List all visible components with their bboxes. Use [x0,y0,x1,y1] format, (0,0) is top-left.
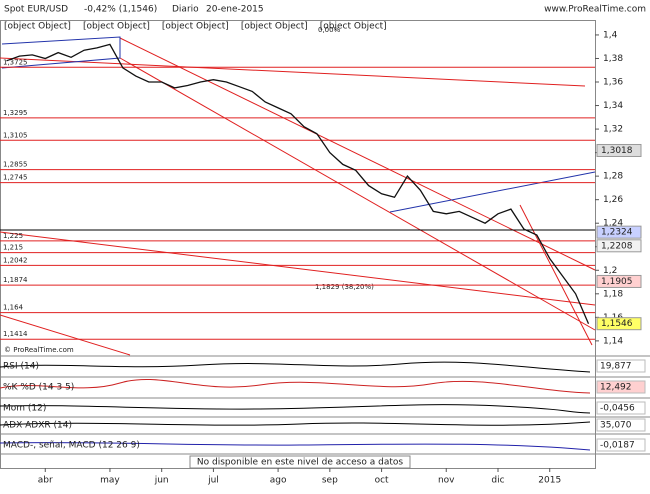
level-label: 1,1874 [3,276,28,284]
y-tick-label: 1,24 [603,219,623,229]
price-tag [596,143,642,157]
indicator-value: -0,0187 [600,441,635,451]
x-tick-label: abr [38,476,53,486]
legend-entry: [object Object] [320,22,387,32]
level-label: 1,2745 [3,174,28,182]
x-tick-label: 2015 [538,476,561,486]
price-tag-label: 1,1546 [601,319,633,329]
x-tick-label: ago [270,476,287,486]
y-tick-label: 1,32 [603,125,623,135]
x-tick-label: jun [154,476,169,486]
price-line [6,43,590,324]
indicator-name: MACD-, señal, MACD (12 26 9) [3,441,140,451]
site: www.ProRealTime.com [544,5,646,15]
level-label: 1,3105 [3,131,28,139]
x-tick-label: oct [375,476,389,486]
level-label: 1,2042 [3,256,28,264]
price-tag [596,225,642,239]
price-tag [596,274,642,288]
price-tag-label: 1,2208 [601,241,633,251]
indicator-tag [596,380,646,394]
notice-box [189,455,411,469]
x-tick-label: may [100,476,120,486]
legend-entry: [object Object] [83,22,150,32]
indicator-tag [596,359,646,373]
level-label: 1,164 [3,304,24,312]
indicator-name: Mom (12) [3,404,46,414]
trend-lines [0,37,596,356]
date: 20-ene-2015 [206,5,264,15]
notice: No disponible en este nivel de acceso a … [197,458,403,468]
x-tick-label: nov [438,476,455,486]
level-label: 1,225 [3,232,23,240]
x-tick-label: jul [207,476,219,486]
indicator-name: RSI (14) [3,362,39,372]
level-label: 1,2855 [3,161,28,169]
copyright: © ProRealTime.com [4,346,74,354]
y-tick-label: 1,36 [603,78,623,88]
trend-lines-blue [1,36,596,213]
panel-separators [0,355,650,455]
x-tick-label: dic [491,476,504,486]
change: -0,42% (1,1546) [84,5,157,15]
period: Diario [172,5,199,15]
indicator-value: 12,492 [600,383,632,393]
indicator-tag [596,438,646,452]
title: Spot EUR/USD [4,5,68,15]
indicator-tag [596,401,646,415]
y-tick-label: 1,14 [603,336,623,346]
price-tag-label: 1,3018 [601,146,633,156]
indicator-tag [596,418,646,432]
annotation: 0,00% [318,26,341,34]
y-tick-label: 1,18 [603,289,623,299]
y-tick-label: 1,2 [603,266,617,276]
legend-entry: [object Object] [4,22,71,32]
price-tag [596,317,642,331]
legend-entry: [object Object] [241,22,308,32]
y-tick-label: 1,38 [603,54,623,64]
y-tick-label: 1,4 [603,30,618,40]
indicator-name: %K %D (14 3 5) [3,383,74,393]
level-label: 1,1414 [3,330,28,338]
y-tick-label: 1,26 [603,195,623,205]
level-label: 1,3725 [3,58,28,66]
price-tag-label: 1,2324 [601,228,633,238]
x-tick-label: sep [322,476,338,486]
indicator-traces [0,361,591,451]
level-label: 1,3295 [3,109,28,117]
indicator-value: 19,877 [600,362,632,372]
price-tag-label: 1,1905 [601,277,633,287]
level-label: 1,215 [3,244,23,252]
legend-entry: [object Object] [162,22,229,32]
price-tag [596,239,642,253]
annotation: 1,1829 (38,20%) [315,283,374,291]
indicator-value: 35,070 [600,421,632,431]
indicator-name: ADX ADXR (14) [3,421,72,431]
y-tick-label: 1,34 [603,101,623,111]
y-tick-label: 1,28 [603,172,623,182]
indicator-value: -0,0456 [600,404,635,414]
